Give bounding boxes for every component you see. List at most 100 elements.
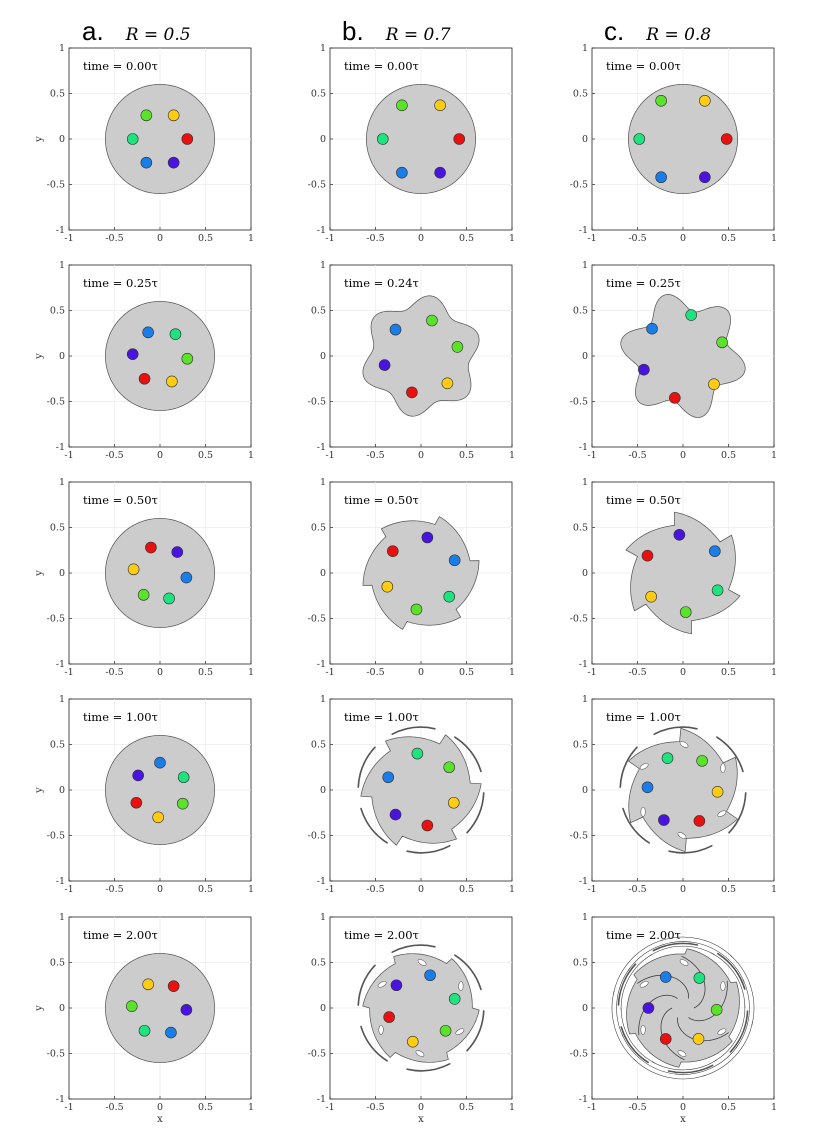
particle-cyan [448,993,461,1005]
y-tick-label: 0.5 [50,523,65,534]
particle-red [167,980,180,992]
filament [391,726,436,736]
particle-blue [448,554,461,567]
blob-hole [677,832,687,839]
y-tick-label: -1 [579,876,588,887]
x-tick-label: 0.5 [198,1102,213,1113]
panel-b-2: -1-1 -0.5 -0.5 0 0 0.5 0.5 1 1 time = 0.50τ [308,477,515,678]
filament [357,746,376,788]
spiral-filament [735,978,750,1049]
particle-red [130,796,143,809]
x-tick-label: 0.5 [198,233,213,244]
x-tick-label: -1 [325,884,334,895]
y-tick-label: 0 [59,351,65,362]
blob-hole [720,763,726,774]
y-tick-label: 0 [59,568,65,579]
particle-red [659,1033,672,1045]
y-tick-label: -0.5 [47,1049,65,1060]
particle-blue [396,166,408,179]
y-tick-label: 1 [320,43,326,54]
y-tick-label: -0.5 [570,831,588,842]
filament [466,792,485,834]
spiral-filament [710,952,746,1009]
x-tick-label: -0.5 [628,667,646,678]
blob-hole [378,1024,384,1035]
x-tick-label: 1 [771,1102,777,1113]
particle-blue [424,969,436,982]
blob-hole [679,959,689,966]
filament [728,792,747,834]
blob-group [366,84,476,194]
particle-cyan [693,972,706,984]
x-axis-label: x [680,1114,686,1125]
panel-c-0: -1-1 -0.5 -0.5 0 0 0.5 0.5 1 1 time = 0.00τ [570,43,777,244]
x-tick-label: -0.5 [628,1102,646,1113]
particle-violet [642,1002,655,1014]
y-tick-label: 0.5 [573,523,588,534]
blob-hole [717,1028,727,1035]
y-tick-label: 1 [59,694,65,705]
spiral-filament [621,1033,679,1075]
y-tick-label: 0.5 [311,523,326,534]
particle-green [125,1000,138,1012]
particle-green [396,99,408,112]
x-tick-label: 1 [248,233,254,244]
y-tick-label: -0.5 [308,1049,326,1060]
x-tick-label: 0 [418,667,424,678]
x-tick-label: -0.5 [628,233,646,244]
y-tick-label: -1 [56,442,65,453]
blob-group [105,953,215,1063]
y-tick-label: 1 [59,477,65,488]
y-tick-label: 0.5 [50,740,65,751]
particle-violet [434,166,446,179]
blob-group [619,726,747,854]
particle-orange [407,1035,419,1048]
particle-violet [421,531,434,544]
particle-violet [390,979,403,992]
y-tick-label: -0.5 [570,397,588,408]
y-tick-label: 1 [59,43,65,54]
x-tick-label: -0.5 [366,1102,384,1113]
particle-violet [132,769,144,782]
time-label: time = 0.50τ [606,493,681,507]
particle-cyan [685,309,697,321]
y-tick-label: -0.5 [570,614,588,625]
time-label: time = 1.00τ [606,710,681,724]
y-tick-label: 1 [59,260,65,271]
x-tick-label: 0.5 [198,667,213,678]
x-tick-label: 1 [771,667,777,678]
x-tick-label: -0.5 [366,884,384,895]
particle-orange [447,796,460,809]
filament [357,964,376,1006]
blob-shape [626,948,740,1068]
particle-violet [389,808,402,821]
blob-shape [105,953,215,1063]
blob-group [611,936,755,1080]
y-tick-label: 0.5 [573,740,588,751]
blob-group [628,84,738,194]
filament [617,963,637,1006]
y-tick-label: 0.5 [50,306,65,317]
y-tick-label: 0 [59,1003,65,1014]
particle-green [410,603,423,616]
y-tick-label: -0.5 [570,180,588,191]
panel-c-3: -1-1 -0.5 -0.5 0 0 0.5 0.5 1 1 time = 1.00τ [570,694,777,895]
x-tick-label: -1 [587,667,596,678]
y-tick-label: 1 [582,260,588,271]
x-tick-label: -0.5 [366,667,384,678]
particle-cyan [376,133,389,145]
x-tick-label: 1 [248,884,254,895]
particle-violet [167,156,180,169]
x-tick-label: -0.5 [366,450,384,461]
filament [454,736,482,773]
particle-cyan [169,328,182,340]
particle-blue [655,171,667,184]
particle-orange [127,563,140,576]
y-tick-label: 0 [320,1003,326,1014]
blob-hole [377,981,387,988]
filament [360,1025,388,1062]
spiral-filament [649,945,715,957]
x-tick-label: -1 [325,667,334,678]
x-tick-label: -1 [587,233,596,244]
x-tick-label: -1 [587,450,596,461]
